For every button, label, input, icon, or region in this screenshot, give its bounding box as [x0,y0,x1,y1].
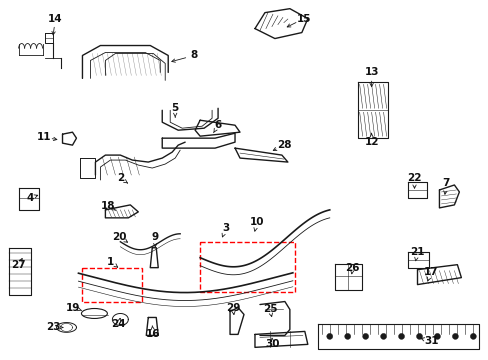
Text: 9: 9 [151,232,159,242]
Circle shape [380,333,386,339]
Text: 20: 20 [112,232,126,242]
Text: 30: 30 [265,339,280,349]
Text: 19: 19 [66,302,81,312]
Text: 6: 6 [214,120,221,130]
Text: 22: 22 [407,173,421,183]
Text: 3: 3 [222,223,229,233]
Circle shape [416,333,422,339]
Text: 5: 5 [171,103,179,113]
Text: 1: 1 [106,257,114,267]
Text: 29: 29 [225,302,240,312]
Bar [200,242,294,292]
Text: 8: 8 [190,50,197,60]
Text: 14: 14 [48,14,63,24]
Text: 24: 24 [111,319,125,329]
Text: 7: 7 [442,178,449,188]
Circle shape [344,333,350,339]
Circle shape [469,333,475,339]
Text: 23: 23 [46,323,61,332]
Text: 11: 11 [36,132,51,142]
Text: 25: 25 [262,305,277,315]
Text: 28: 28 [276,140,290,150]
Text: 12: 12 [364,137,378,147]
Text: 15: 15 [296,14,310,24]
Text: 16: 16 [146,329,160,339]
Circle shape [398,333,404,339]
Text: 2: 2 [117,173,124,183]
Text: 13: 13 [364,67,378,77]
Text: 21: 21 [409,247,424,257]
Text: 4: 4 [27,193,34,203]
Text: 17: 17 [423,267,438,276]
Text: 31: 31 [424,336,438,346]
Circle shape [451,333,457,339]
Circle shape [326,333,332,339]
Bar [82,268,142,302]
Circle shape [433,333,440,339]
Text: 26: 26 [345,263,359,273]
Text: 10: 10 [249,217,264,227]
Text: 18: 18 [101,201,115,211]
Text: 27: 27 [11,260,26,270]
Circle shape [362,333,368,339]
